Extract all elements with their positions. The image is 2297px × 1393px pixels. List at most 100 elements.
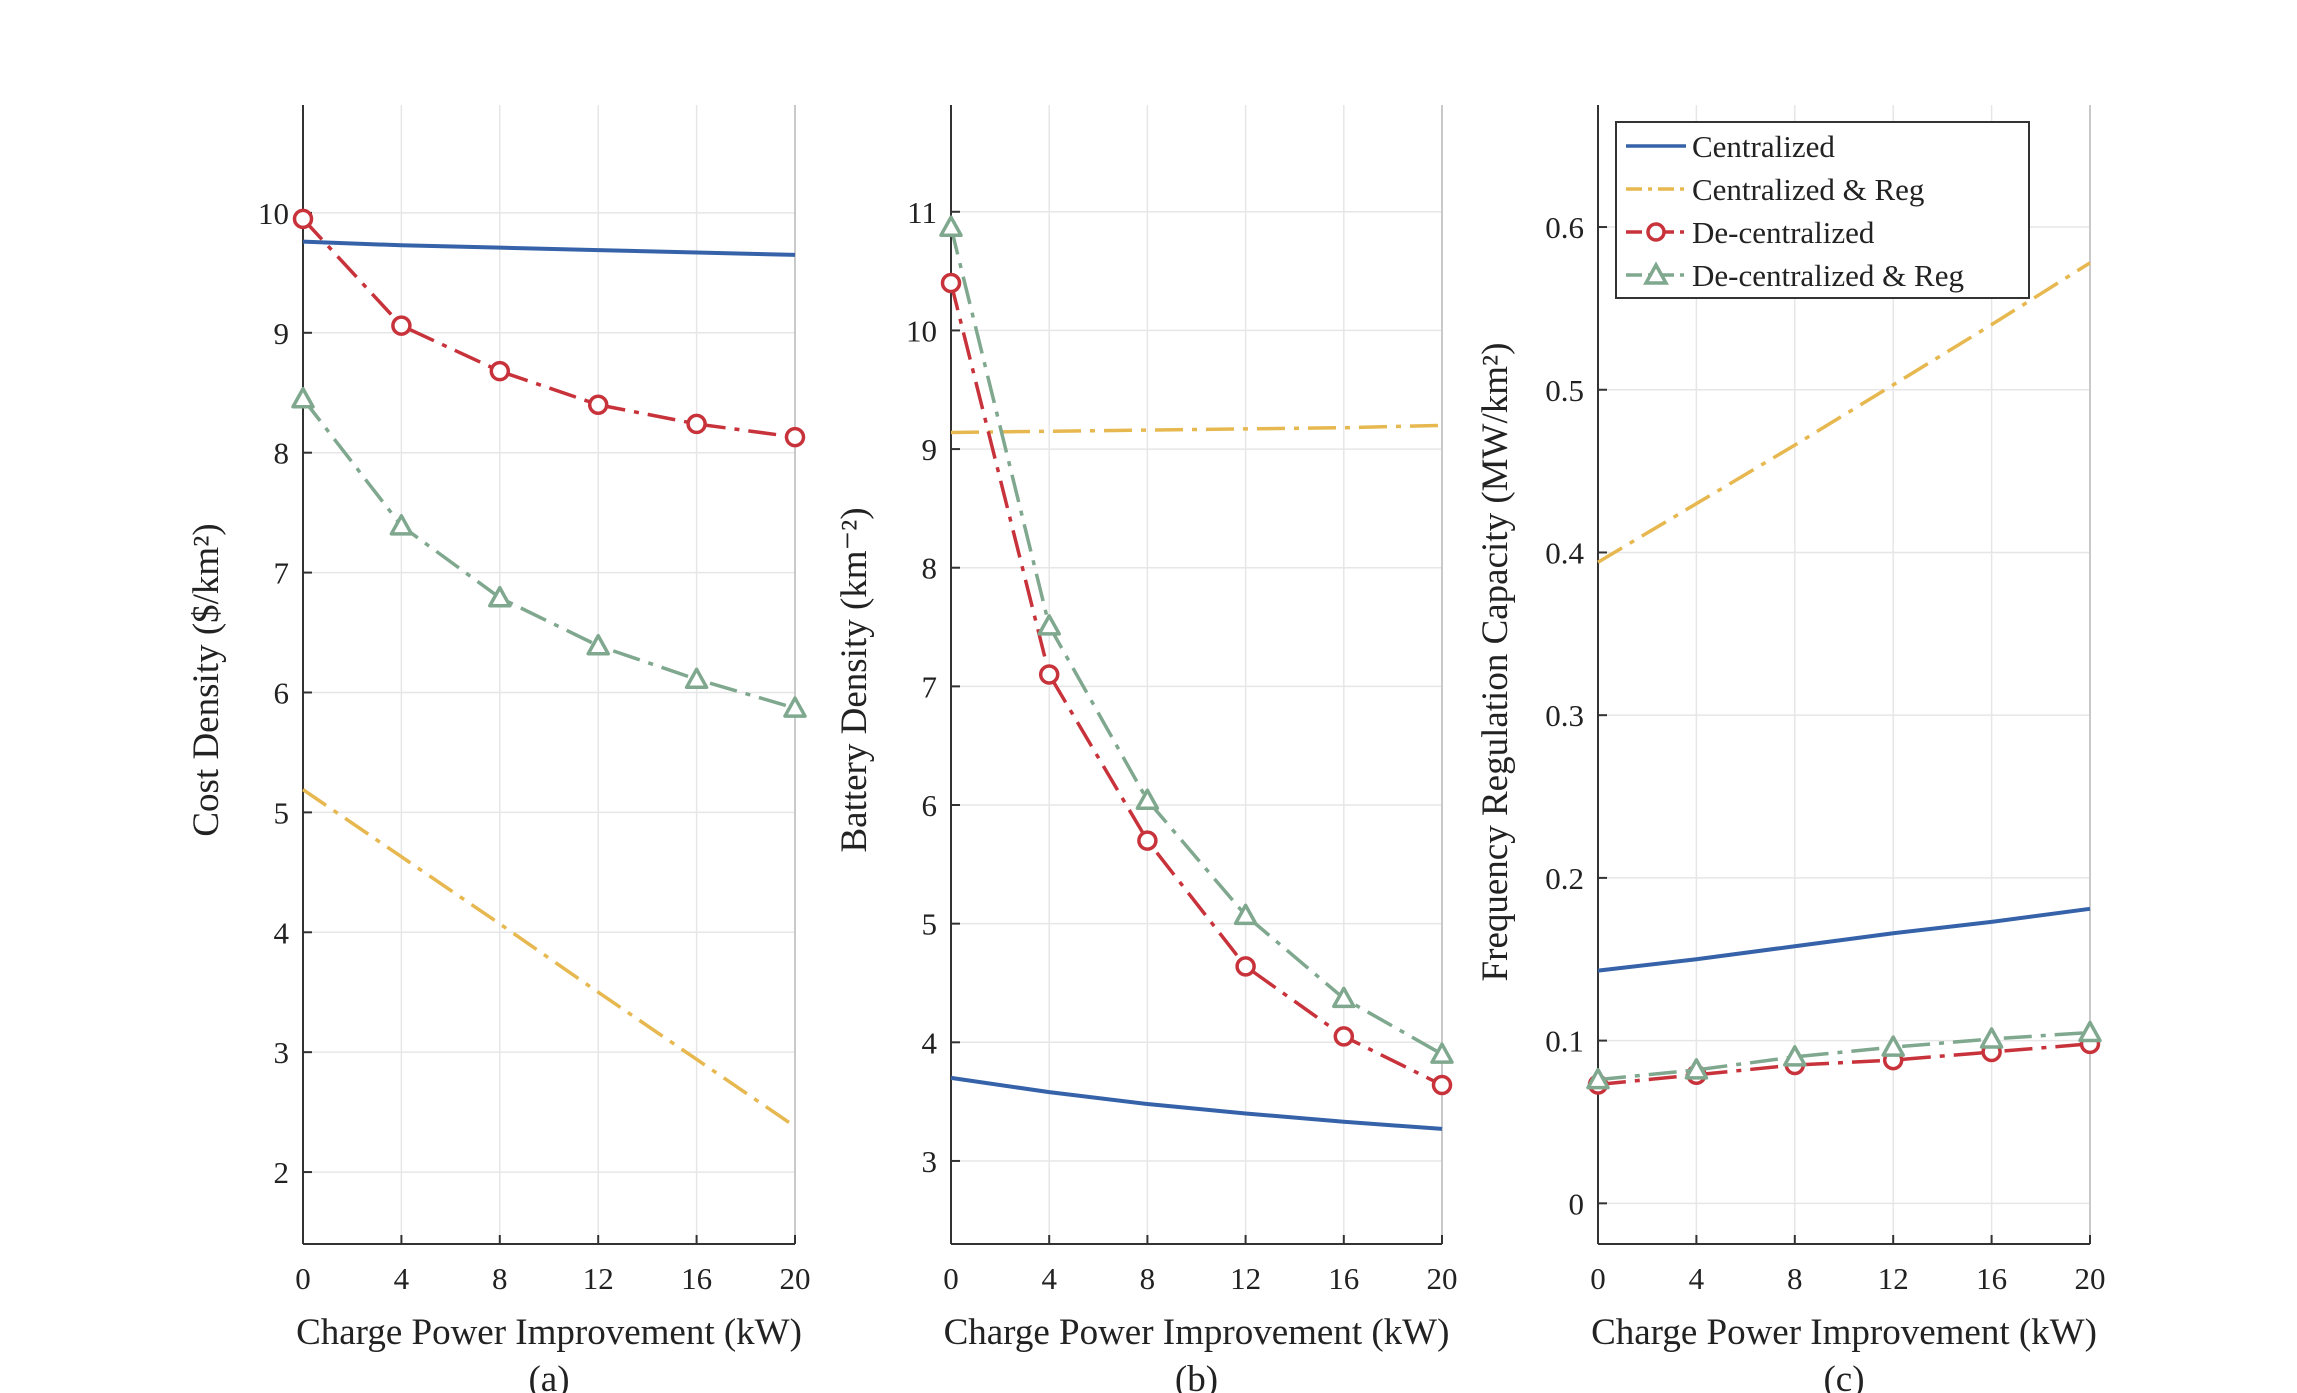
x-tick-label: 4 [1689, 1261, 1705, 1296]
data-point [1038, 664, 1060, 685]
series-centralized [1597, 906, 2091, 973]
data-point [784, 426, 806, 448]
y-tick-label: 10 [906, 313, 937, 348]
x-tick-label: 20 [2075, 1261, 2106, 1296]
legend-item-centralized-reg: Centralized & Reg [1626, 172, 1924, 207]
data-point [684, 667, 709, 690]
series-centralized [302, 239, 796, 257]
panel-label: (a) [528, 1359, 569, 1393]
x-axis-label: Charge Power Improvement (kW) [296, 1312, 802, 1353]
x-tick-label: 12 [1230, 1261, 1261, 1296]
data-point [586, 633, 610, 656]
panel-label: (c) [1823, 1359, 1864, 1393]
data-point [1586, 1067, 1610, 1090]
legend-box [1615, 121, 2030, 299]
data-point [1783, 1045, 1807, 1067]
data-point [1233, 903, 1258, 926]
series-line [1597, 1030, 2091, 1082]
panel-label: (b) [1175, 1359, 1218, 1393]
x-tick-label: 20 [780, 1261, 811, 1296]
series-decentralized [940, 272, 1453, 1096]
series-decentralized [292, 208, 806, 448]
legend-label: Centralized & Reg [1692, 172, 1924, 207]
series-decentralized-reg [1586, 1020, 2102, 1090]
series-line [950, 1075, 1443, 1131]
series-line [950, 423, 1443, 435]
legend-marker [1646, 222, 1666, 242]
data-point [391, 315, 412, 336]
y-tick-label: 7 [922, 669, 938, 704]
panel-b: 0 4 8 12 16 20 3 4 5 6 7 8 9 10 11 Charge Power Improve… [834, 105, 1458, 1393]
y-tick-label: 0.1 [1545, 1024, 1584, 1059]
series-centralized-reg [1597, 261, 2091, 564]
panel-a: 0 4 8 12 16 20 2 3 4 5 6 7 8 9 10 Charge Power Improvem… [186, 105, 811, 1393]
series-line [301, 217, 796, 439]
data-point [1431, 1074, 1453, 1096]
data-point [783, 696, 807, 718]
y-tick-label: 0 [1569, 1186, 1585, 1221]
x-tick-label: 4 [1041, 1261, 1057, 1296]
y-tick-label: 2 [274, 1155, 290, 1190]
y-tick-label: 11 [907, 195, 937, 230]
series-line [1597, 261, 2091, 564]
x-tick-label: 0 [295, 1261, 311, 1296]
legend-label: De-centralized [1692, 215, 1875, 250]
data-point [2078, 1020, 2102, 1043]
y-tick-label: 4 [922, 1025, 938, 1060]
y-tick-label: 8 [274, 436, 290, 471]
y-tick-label: 0.6 [1545, 210, 1584, 245]
y-tick-label: 0.2 [1545, 861, 1584, 896]
legend-item-decentralized: De-centralized [1626, 215, 1875, 250]
x-tick-label: 0 [943, 1261, 959, 1296]
data-point [686, 413, 707, 435]
y-tick-label: 6 [274, 675, 290, 710]
data-point [1979, 1027, 2004, 1049]
series-line [949, 282, 1443, 1087]
y-tick-label: 0.4 [1545, 535, 1584, 570]
data-point [1037, 614, 1061, 636]
data-point [488, 586, 512, 608]
data-point [1430, 1042, 1454, 1064]
series-line [301, 397, 796, 710]
series-line [1597, 1042, 2091, 1087]
y-tick-label: 7 [274, 556, 290, 591]
series-line [949, 226, 1443, 1056]
data-point [1684, 1058, 1709, 1080]
x-tick-label: 8 [492, 1261, 508, 1296]
y-tick-label: 0.3 [1545, 698, 1584, 733]
series-line [1597, 906, 2091, 973]
x-tick-label: 12 [583, 1261, 614, 1296]
x-tick-label: 16 [1976, 1261, 2007, 1296]
legend-label: De-centralized & Reg [1692, 258, 1964, 293]
legend-label: Centralized [1692, 129, 1835, 164]
x-tick-label: 20 [1427, 1261, 1458, 1296]
series-decentralized [1587, 1033, 2101, 1095]
series-decentralized-reg [291, 386, 807, 718]
x-tick-label: 16 [681, 1261, 712, 1296]
data-point [1235, 956, 1256, 977]
y-axis-label: Cost Density ($/km²) [186, 523, 227, 836]
legend-item-centralized: Centralized [1626, 129, 1835, 164]
data-point [940, 272, 962, 294]
y-axis-label: Frequency Regulation Capacity (MW/km²) [1475, 343, 1516, 982]
x-axis-label: Charge Power Improvement (kW) [1591, 1312, 2097, 1353]
data-point [1137, 830, 1158, 851]
y-tick-label: 0.5 [1545, 373, 1584, 408]
x-tick-label: 16 [1328, 1261, 1359, 1296]
x-tick-label: 8 [1787, 1261, 1803, 1296]
data-point [389, 514, 414, 536]
legend: Centralized Centralized & Reg De-centraliz… [1615, 121, 2030, 299]
data-point [1332, 986, 1356, 1009]
y-tick-label: 4 [274, 915, 290, 950]
data-point [489, 360, 511, 382]
data-point [939, 215, 963, 237]
y-tick-label: 9 [274, 316, 290, 351]
data-point [587, 394, 609, 415]
y-axis-label: Battery Density (km⁻²) [834, 507, 875, 852]
data-point [1881, 1035, 1905, 1057]
series-decentralized-reg [939, 215, 1454, 1064]
y-tick-label: 6 [922, 788, 938, 823]
y-tick-label: 9 [922, 432, 938, 467]
y-tick-label: 3 [274, 1035, 290, 1070]
legend-marker [1643, 261, 1669, 285]
